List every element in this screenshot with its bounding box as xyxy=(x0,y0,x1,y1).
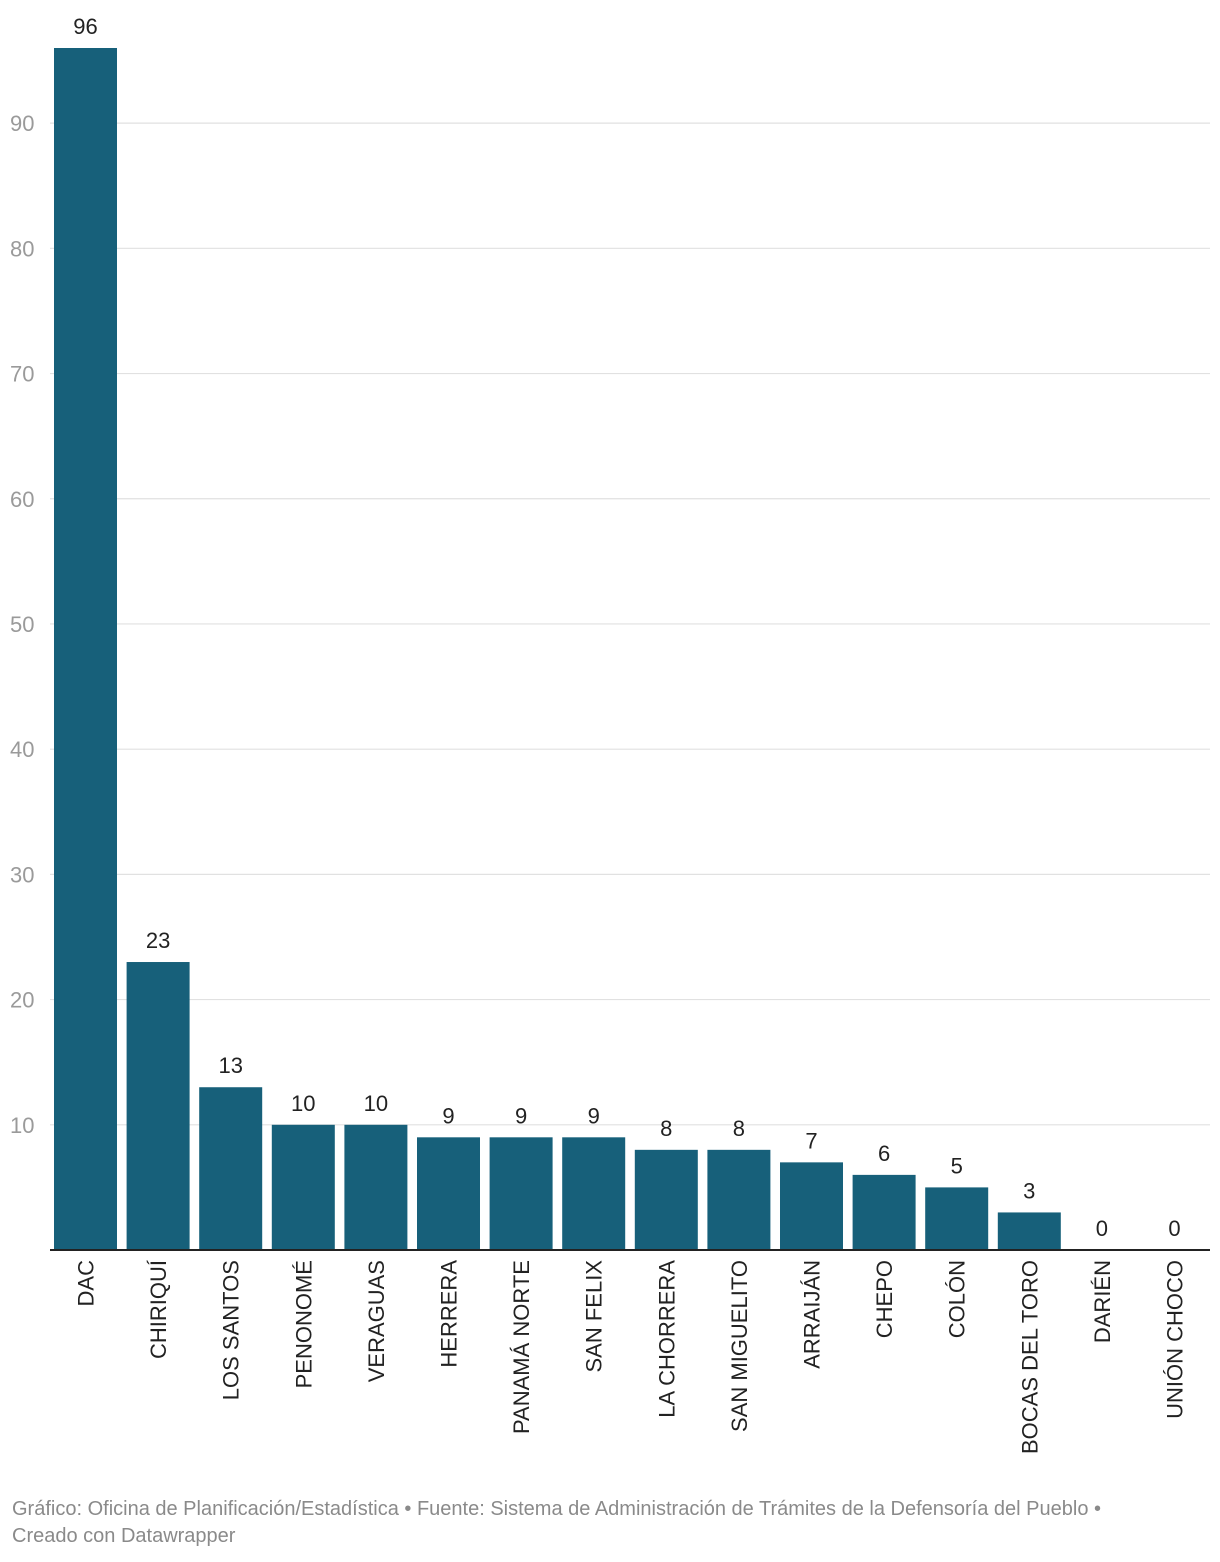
value-label-los-santos: 13 xyxy=(218,1053,242,1078)
bar-la-chorrera xyxy=(634,1149,698,1250)
bar-penonom- xyxy=(271,1124,335,1250)
category-label-arraij-n: ARRAIJÁN xyxy=(800,1260,825,1369)
y-tick-label-60: 60 xyxy=(10,487,34,512)
value-label-san-miguelito: 8 xyxy=(733,1116,745,1141)
category-label-bocas-del-toro: BOCAS DEL TORO xyxy=(1017,1260,1042,1454)
value-label-herrera: 9 xyxy=(442,1103,454,1128)
category-label-san-felix: SAN FELIX xyxy=(582,1260,607,1373)
bar-san-miguelito xyxy=(707,1149,771,1250)
footer-credit-line: Gráfico: Oficina de Planificación/Estadí… xyxy=(12,1498,1101,1520)
bar-col-n xyxy=(925,1187,989,1250)
category-label-dac: DAC xyxy=(74,1260,99,1307)
category-label-herrera: HERRERA xyxy=(437,1260,462,1368)
footer-datawrapper-line: Creado con Datawrapper xyxy=(12,1525,236,1547)
value-label-bocas-del-toro: 3 xyxy=(1023,1178,1035,1203)
y-tick-label-10: 10 xyxy=(10,1113,34,1138)
bar-panam-norte xyxy=(489,1137,553,1250)
y-tick-label-40: 40 xyxy=(10,737,34,762)
value-label-chepo: 6 xyxy=(878,1141,890,1166)
category-label-chiriqu-: CHIRIQUÍ xyxy=(146,1259,171,1359)
bar-los-santos xyxy=(199,1087,263,1250)
category-label-dari-n: DARIÉN xyxy=(1090,1260,1115,1343)
bar-arraij-n xyxy=(780,1162,843,1250)
category-label-los-santos: LOS SANTOS xyxy=(219,1260,244,1400)
value-label-panam-norte: 9 xyxy=(515,1103,527,1128)
y-tick-label-70: 70 xyxy=(10,362,34,387)
category-label-uni-n-choco: UNIÓN CHOCO xyxy=(1163,1260,1188,1419)
category-label-panam-norte: PANAMÁ NORTE xyxy=(509,1260,534,1434)
y-tick-label-50: 50 xyxy=(10,612,34,637)
bar-chiriqu- xyxy=(126,962,190,1250)
value-label-veraguas: 10 xyxy=(364,1091,388,1116)
y-tick-label-90: 90 xyxy=(10,111,34,136)
value-label-chiriqu-: 23 xyxy=(146,928,170,953)
value-label-la-chorrera: 8 xyxy=(660,1116,672,1141)
value-label-dari-n: 0 xyxy=(1096,1216,1108,1241)
y-tick-label-80: 80 xyxy=(10,236,34,261)
bar-herrera xyxy=(417,1137,480,1250)
category-label-penonom-: PENONOMÉ xyxy=(291,1260,316,1388)
value-label-penonom-: 10 xyxy=(291,1091,315,1116)
y-tick-label-20: 20 xyxy=(10,988,34,1013)
category-label-chepo: CHEPO xyxy=(872,1260,897,1338)
bar-bocas-del-toro xyxy=(997,1212,1061,1250)
category-label-la-chorrera: LA CHORRERA xyxy=(654,1260,679,1418)
bar-san-felix xyxy=(562,1137,626,1250)
category-label-col-n: COLÓN xyxy=(945,1260,970,1338)
bar-veraguas xyxy=(344,1124,408,1250)
value-label-arraij-n: 7 xyxy=(805,1128,817,1153)
category-label-san-miguelito: SAN MIGUELITO xyxy=(727,1260,752,1432)
category-label-veraguas: VERAGUAS xyxy=(364,1260,389,1382)
bar-chepo xyxy=(852,1174,916,1250)
value-label-dac: 96 xyxy=(73,14,97,39)
bar-dac xyxy=(54,48,117,1250)
bar-chart: 10 20 30 40 50 60 70 80 90 96 DAC 23 CHIRIQUÍ 13 LOS S… xyxy=(10,14,1210,1454)
y-tick-label-30: 30 xyxy=(10,862,34,887)
value-label-col-n: 5 xyxy=(951,1153,963,1178)
value-label-san-felix: 9 xyxy=(588,1103,600,1128)
chart-footer: Gráfico: Oficina de Planificación/Estadí… xyxy=(12,1496,1208,1550)
value-label-uni-n-choco: 0 xyxy=(1168,1216,1180,1241)
